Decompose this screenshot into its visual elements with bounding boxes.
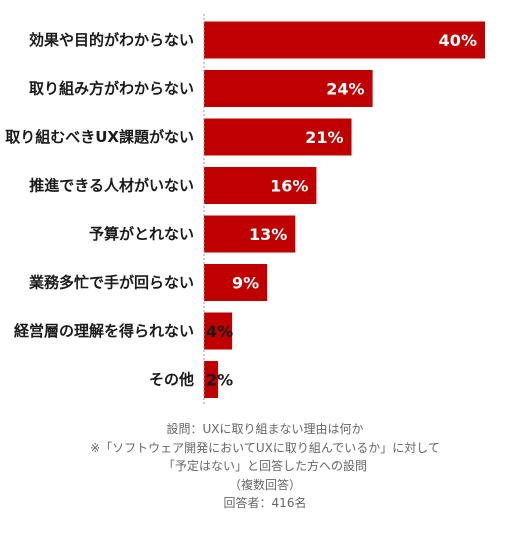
bar-6	[204, 312, 233, 350]
category-label-7: その他	[149, 371, 194, 389]
footnote-question: 設問：UXに取り組まない理由は何か	[166, 422, 364, 436]
bar-chart-svg: 効果や目的がわからない 40% 取り組み方がわからない 24% 取り組むべきUX課題がな…	[5, 14, 485, 404]
bar-chart: 効果や目的がわからない 40% 取り組み方がわからない 24% 取り組むべきUX課題がな…	[5, 14, 485, 404]
bar-2	[204, 118, 352, 156]
bar-7	[204, 361, 219, 398]
category-label-6: 経営層の理解を得られない	[14, 322, 194, 340]
value-label-0: 40%	[439, 31, 477, 50]
value-label-4: 13%	[249, 225, 287, 244]
category-label-5: 業務多忙で手が回らない	[28, 274, 194, 292]
value-label-5: 9%	[232, 274, 259, 293]
bar-4	[204, 215, 296, 253]
category-label-3: 推進できる人材がいない	[29, 177, 194, 195]
category-label-0: 効果や目的がわからない	[29, 31, 194, 49]
value-label-6: 4%	[206, 322, 233, 341]
category-label-2: 取り組むべきUX課題がない	[5, 128, 194, 146]
footnote-condition: ※「ソフトウェア開発においてUXに取り組んでいるか」に対して	[90, 440, 440, 455]
value-label-2: 21%	[305, 128, 343, 147]
category-label-1: 取り組み方がわからない	[29, 80, 194, 98]
bar-1	[204, 70, 373, 107]
value-label-7: 2%	[206, 371, 233, 390]
value-label-1: 24%	[326, 80, 364, 99]
chart-footnote: 設問：UXに取り組まない理由は何か ※「ソフトウェア開発においてUXに取り組んで…	[0, 420, 530, 513]
bar-0	[204, 21, 485, 59]
bar-5	[204, 264, 268, 301]
footnote-multiple-answers: （複数回答）	[228, 477, 301, 492]
footnote-respondents: 回答者：416名	[223, 496, 307, 510]
value-label-3: 16%	[270, 177, 308, 196]
footnote-condition-cont: 「予定はない」と回答した方への設問	[162, 459, 367, 473]
bar-3	[204, 167, 317, 204]
category-label-4: 予算がとれない	[89, 225, 194, 243]
